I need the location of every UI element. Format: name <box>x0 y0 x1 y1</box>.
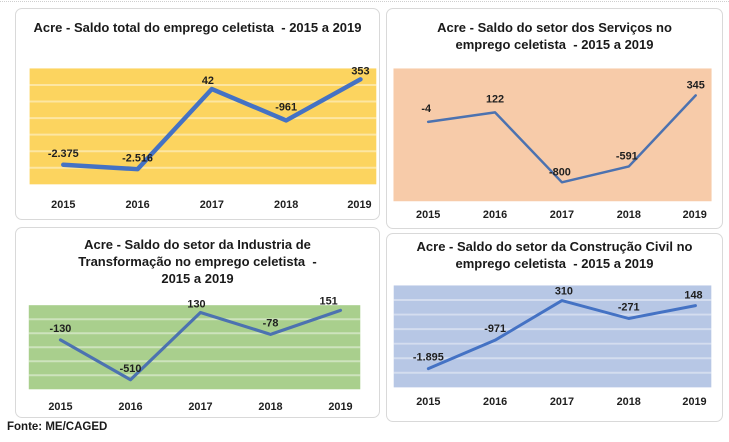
series-line <box>426 94 697 184</box>
x-axis-label: 2017 <box>550 396 574 408</box>
series-line <box>426 299 697 371</box>
x-axis-label: 2019 <box>682 396 706 408</box>
chart-canvas: -130 -510 130 -78 151 2015 2016 2017 2018 2019 <box>16 228 379 417</box>
x-axis-label: 2019 <box>347 199 371 211</box>
x-axis-label: 2015 <box>416 396 440 408</box>
chart-svg: -130 -510 130 -78 151 2015 2016 2017 2018 2019 <box>28 295 361 413</box>
chart-title: Acre - Saldo total do emprego celetista … <box>33 20 362 35</box>
chart-canvas: -2.375 -2.516 42 -961 353 2015 2016 2017 2018 201… <box>16 9 379 219</box>
chart-canvas: -4 122 -800 -591 345 2015 2016 2017 2018 2019 <box>387 9 722 228</box>
x-axis-label: 2019 <box>328 401 352 413</box>
x-axis-label: 2015 <box>48 401 72 413</box>
data-label: 42 <box>202 75 214 87</box>
data-label: -78 <box>263 317 279 329</box>
series-line <box>58 308 343 382</box>
data-label: -510 <box>120 363 142 375</box>
x-axis-label: 2017 <box>188 401 212 413</box>
chart-panel-servicos: Acre - Saldo do setor dos Serviços no em… <box>386 8 723 229</box>
chart-svg: -1.895 -971 310 -271 148 2015 2016 2017 2018 2019 <box>393 285 712 408</box>
data-label: 310 <box>555 286 573 298</box>
data-label: -971 <box>484 323 506 335</box>
chart-svg: -2.375 -2.516 42 -961 353 2015 2016 2017 2018 201… <box>29 65 377 211</box>
data-label: -4 <box>421 103 431 115</box>
data-label: -2.516 <box>122 152 153 164</box>
x-axis-label: 2015 <box>51 199 75 211</box>
data-label: 151 <box>320 295 338 307</box>
x-axis-label: 2016 <box>483 209 507 221</box>
data-label: 122 <box>486 93 504 105</box>
data-label: 130 <box>187 299 205 311</box>
x-axis-label: 2016 <box>118 401 142 413</box>
data-label: -591 <box>616 151 638 163</box>
plot-area <box>393 68 712 202</box>
x-axis-label: 2016 <box>483 396 507 408</box>
data-label: 353 <box>351 65 369 77</box>
data-label: -1.895 <box>413 352 444 364</box>
x-axis-label: 2018 <box>258 401 282 413</box>
data-label: -271 <box>618 302 640 314</box>
data-label: 345 <box>687 79 705 91</box>
series-line <box>61 77 363 172</box>
data-label: -800 <box>549 166 571 178</box>
source-note: Fonte: ME/CAGED <box>7 421 108 433</box>
chart-canvas: -1.895 -971 310 -271 148 2015 2016 2017 2018 2019 <box>387 234 722 421</box>
x-axis-label: 2015 <box>416 209 440 221</box>
x-axis-label: 2018 <box>274 199 298 211</box>
chart-panel-saldo-total: Acre - Saldo total do emprego celetista … <box>15 8 380 220</box>
x-axis-label: 2019 <box>683 209 707 221</box>
x-axis-label: 2017 <box>200 199 224 211</box>
x-axis-label: 2017 <box>550 209 574 221</box>
chart-panel-construcao-civil: Acre - Saldo do setor da Construção Civi… <box>386 233 723 422</box>
x-axis-label: 2016 <box>125 199 149 211</box>
data-label: -961 <box>275 102 297 114</box>
chart-svg: -4 122 -800 -591 345 2015 2016 2017 2018 2019 <box>393 68 712 221</box>
data-label: 148 <box>684 290 702 302</box>
chart-panel-industria-transformacao: Acre - Saldo do setor da Industria de Tr… <box>15 227 380 418</box>
page-top-divider <box>0 1 729 2</box>
plot-area <box>393 285 712 388</box>
x-axis-label: 2018 <box>617 209 641 221</box>
x-axis-label: 2018 <box>617 396 641 408</box>
chart-title: Acre - Saldo do setor dos Serviços no em… <box>437 20 672 52</box>
chart-title: Acre - Saldo do setor da Industria de Tr… <box>78 237 317 286</box>
data-label: -2.375 <box>48 148 79 160</box>
chart-title: Acre - Saldo do setor da Construção Civi… <box>416 239 693 271</box>
data-label: -130 <box>50 323 72 335</box>
